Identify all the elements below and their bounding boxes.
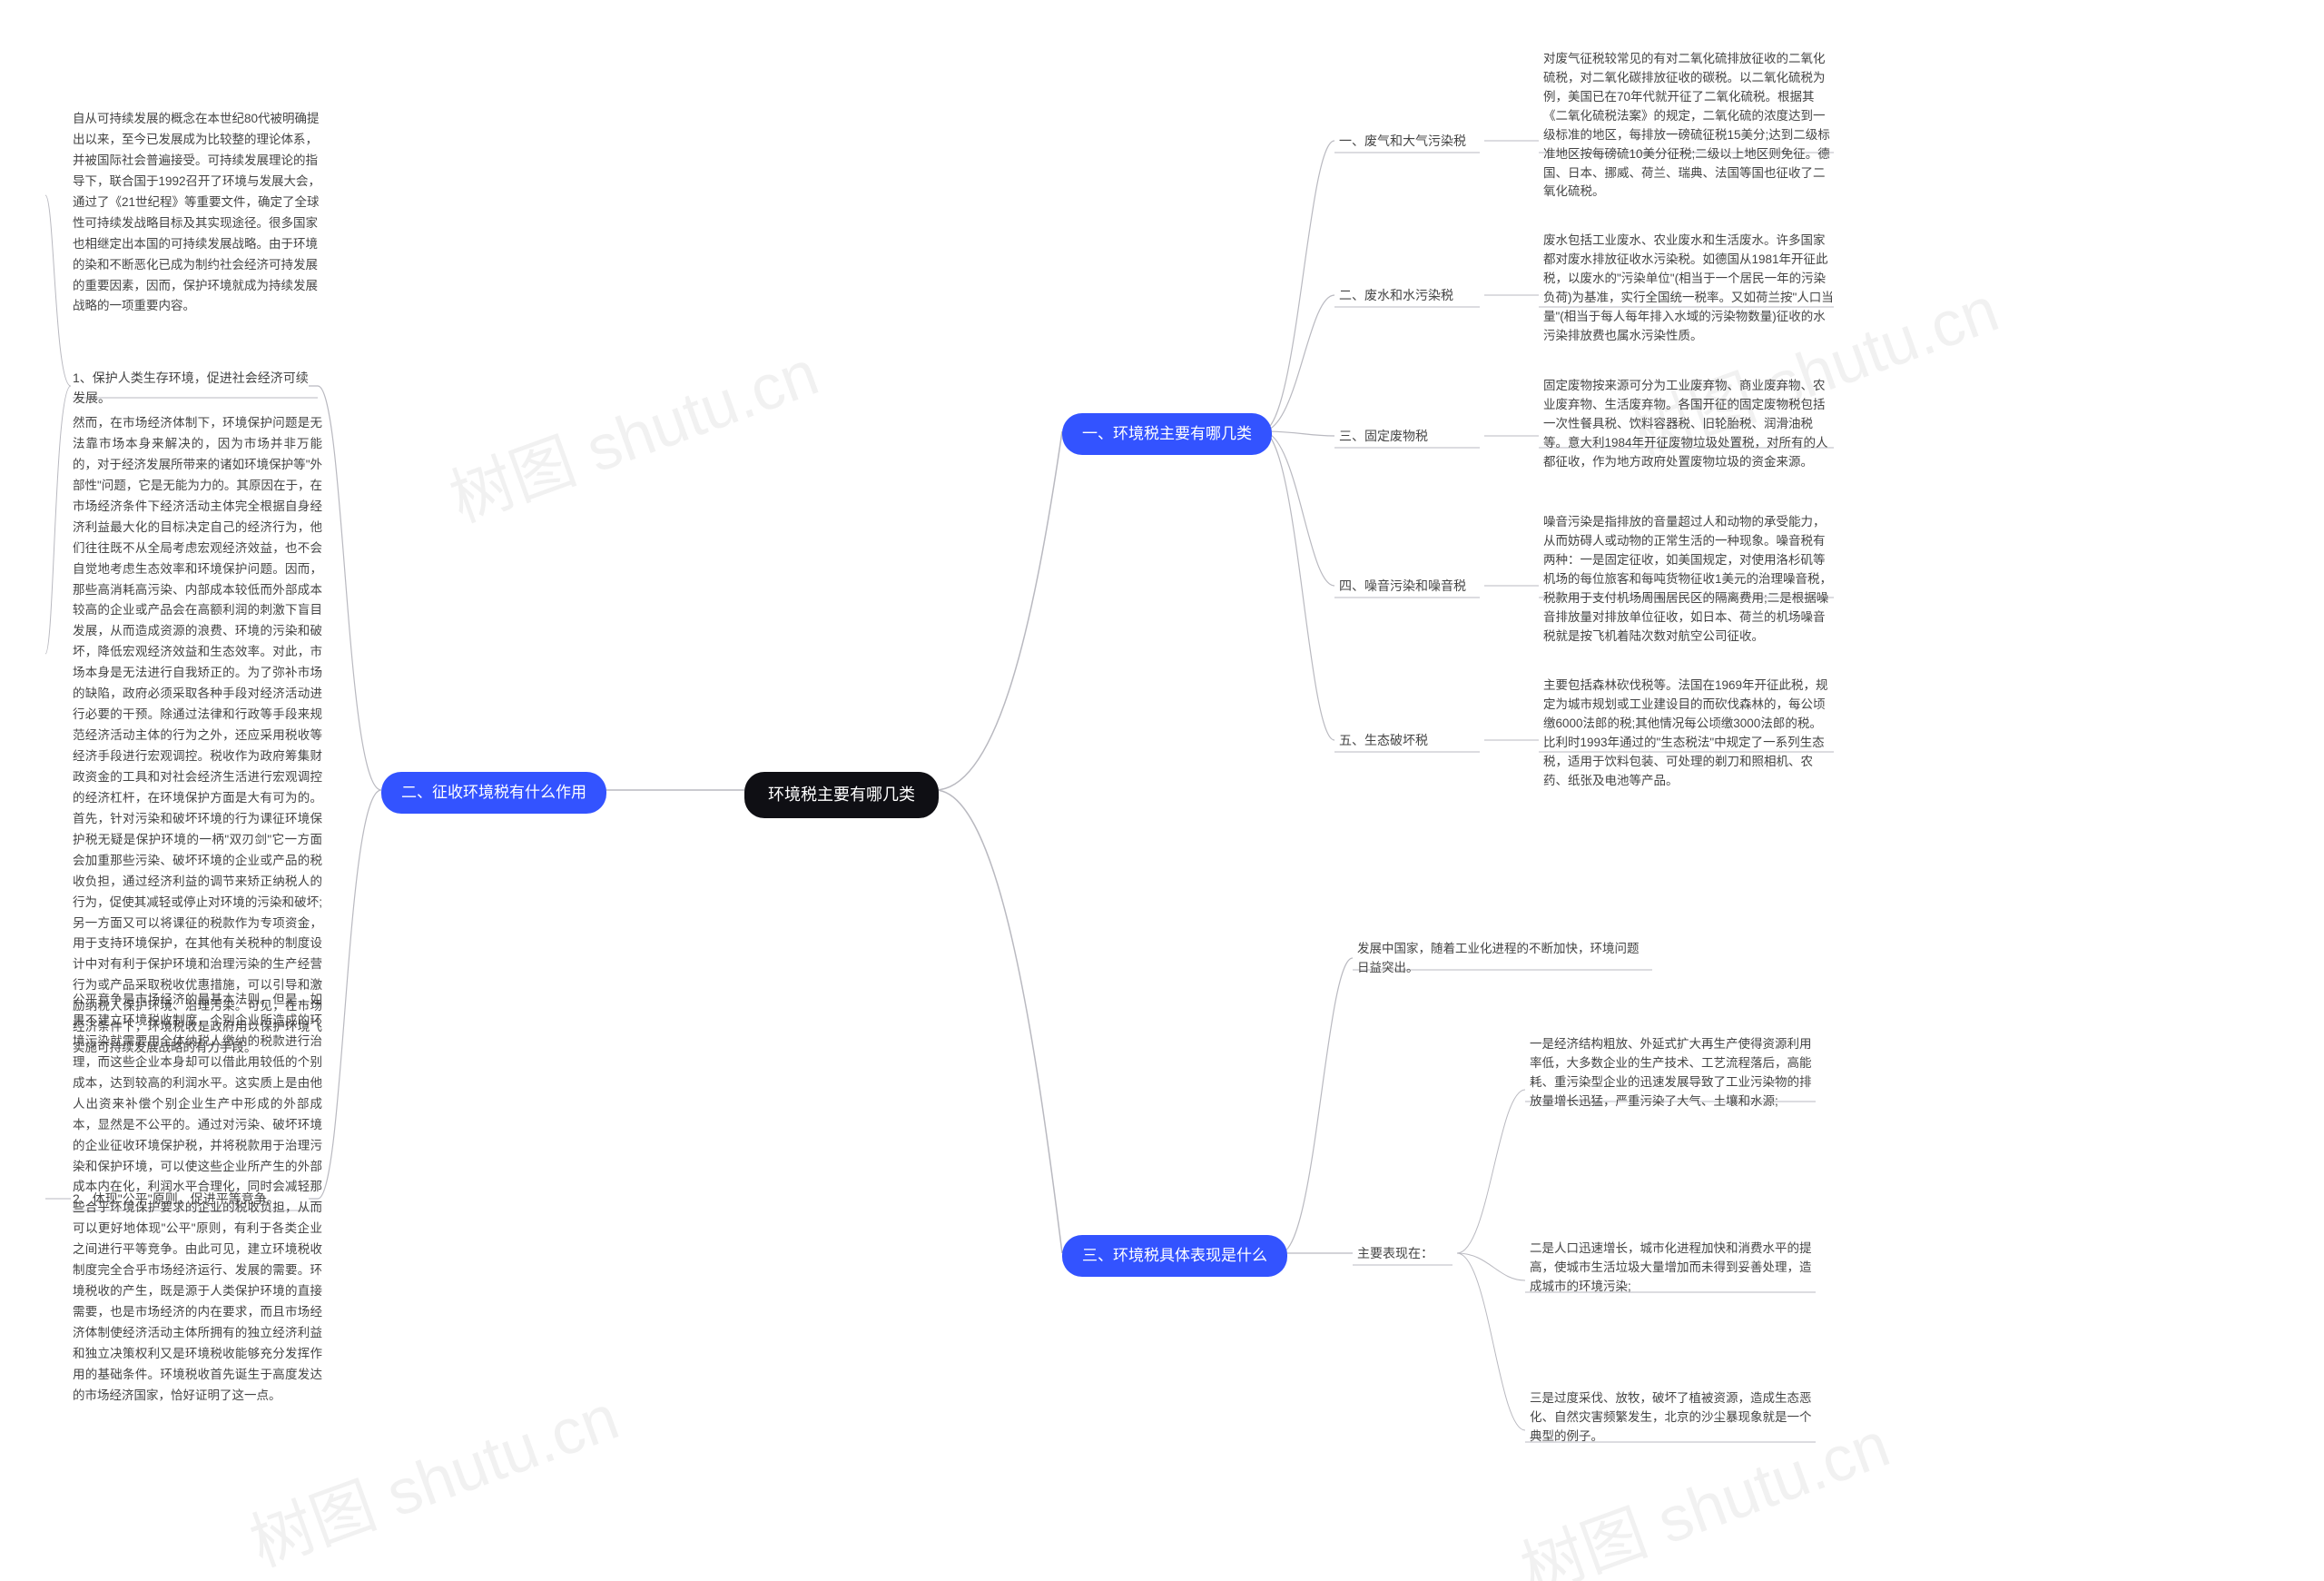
b1-i4-label: 四、噪音污染和噪音税 <box>1339 577 1466 597</box>
right-branch1-node[interactable]: 一、环境税主要有哪几类 <box>1062 413 1272 455</box>
b1-i4-desc: 噪音污染是指排放的音量超过人和动物的承受能力，从而妨碍人或动物的正常生活的一种现… <box>1543 513 1834 646</box>
root-label: 环境税主要有哪几类 <box>744 772 939 818</box>
b1-i2-label: 二、废水和水污染税 <box>1339 286 1453 306</box>
left-sub2-para: 公平竞争是市场经济的最基本法则。但是，如果不建立环境税收制度，个别企业所造成的环… <box>73 990 322 1407</box>
b1-i1-label: 一、废气和大气污染税 <box>1339 132 1466 152</box>
left-branch2-node[interactable]: 二、征收环境税有什么作用 <box>381 772 606 814</box>
b3-sublabel: 主要表现在： <box>1357 1244 1433 1264</box>
left-sub1-para2: 然而，在市场经济体制下，环境保护问题是无法靠市场本身来解决的，因为市场并非万能的… <box>73 413 322 1059</box>
b1-i2-desc: 废水包括工业废水、农业废水和生活废水。许多国家都对废水排放征收水污染税。如德国从… <box>1543 232 1834 346</box>
b3-p3: 三是过度采伐、放牧，破坏了植被资源，造成生态恶化、自然灾害频繁发生，北京的沙尘暴… <box>1530 1389 1820 1447</box>
right-branch3-label: 三、环境税具体表现是什么 <box>1062 1235 1287 1277</box>
connectors-layer <box>0 0 2324 1581</box>
right-branch3-node[interactable]: 三、环境税具体表现是什么 <box>1062 1235 1287 1277</box>
b1-i3-label: 三、固定废物税 <box>1339 427 1428 447</box>
b1-i5-desc: 主要包括森林砍伐税等。法国在1969年开征此税，规定为城市规划或工业建设目的而砍… <box>1543 677 1834 791</box>
right-branch1-label: 一、环境税主要有哪几类 <box>1062 413 1272 455</box>
mindmap-canvas: 环境税主要有哪几类 二、征收环境税有什么作用 1、保护人类生存环境，促进社会经济… <box>0 0 2324 1581</box>
b1-i1-desc: 对废气征税较常见的有对二氧化硫排放征收的二氧化硫税，对二氧化碳排放征收的碳税。以… <box>1543 50 1834 202</box>
root-node[interactable]: 环境税主要有哪几类 <box>744 772 939 818</box>
left-branch2-label: 二、征收环境税有什么作用 <box>381 772 606 814</box>
left-sub1-title: 1、保护人类生存环境，促进社会经济可续发展。 <box>73 369 318 408</box>
b3-p2: 二是人口迅速增长，城市化进程加快和消费水平的提高，使城市生活垃圾大量增加而未得到… <box>1530 1240 1820 1297</box>
b1-i3-desc: 固定废物按来源可分为工业废弃物、商业废弃物、农业废弃物、生活废弃物。各国开征的固… <box>1543 377 1834 472</box>
b1-i5-label: 五、生态破坏税 <box>1339 731 1428 751</box>
left-sub1-para1: 自从可持续发展的概念在本世纪80代被明确提出以来，至今已发展成为比较整的理论体系… <box>73 109 322 317</box>
b3-lead: 发展中国家，随着工业化进程的不断加快，环境问题日益突出。 <box>1357 940 1648 978</box>
b3-p1: 一是经济结构粗放、外延式扩大再生产使得资源利用率低，大多数企业的生产技术、工艺流… <box>1530 1035 1820 1112</box>
